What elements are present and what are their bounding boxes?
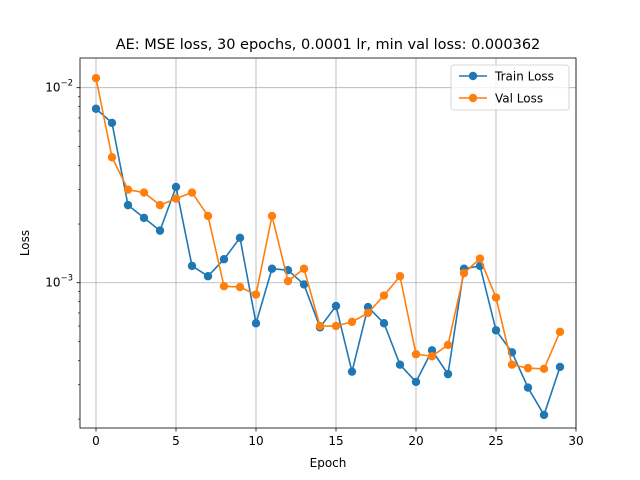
val-loss-point xyxy=(539,364,549,374)
x-tick-label: 25 xyxy=(488,434,503,448)
train-loss-point xyxy=(363,302,373,312)
val-loss-point xyxy=(155,200,165,210)
train-loss-point xyxy=(299,280,309,289)
y-tick-label: 10−3 xyxy=(45,274,73,290)
val-loss-point xyxy=(363,308,373,318)
val-loss-point xyxy=(459,268,469,278)
x-tick-label: 0 xyxy=(92,434,100,448)
val-loss-point xyxy=(91,73,101,83)
val-loss-point xyxy=(491,293,501,302)
train-loss-point xyxy=(491,326,501,335)
val-loss-point xyxy=(347,317,357,327)
val-loss-point xyxy=(139,188,149,197)
val-loss-point xyxy=(379,291,389,300)
train-loss-point xyxy=(139,213,149,223)
train-loss-point xyxy=(203,272,213,281)
train-loss-point xyxy=(555,362,565,372)
train-loss-point xyxy=(539,410,549,420)
train-loss-point xyxy=(219,255,229,264)
val-loss-point xyxy=(331,321,341,331)
plot-frame xyxy=(79,57,577,429)
train-loss-point xyxy=(379,319,389,328)
train-loss-point xyxy=(523,383,533,392)
val-loss-point xyxy=(203,211,213,221)
y-axis-ticks: 10−3 10−2 xyxy=(45,79,80,420)
x-axis-label: Epoch xyxy=(310,456,347,470)
val-loss-point xyxy=(395,272,405,281)
x-tick-label: 30 xyxy=(568,434,583,448)
val-loss-point xyxy=(187,188,197,197)
val-loss-line xyxy=(95,77,561,370)
legend-val-loss-marker xyxy=(468,93,478,103)
val-loss-point xyxy=(475,254,485,263)
train-loss-point xyxy=(443,369,453,379)
train-loss-point xyxy=(331,301,341,311)
series-layer xyxy=(91,73,565,420)
train-loss-point xyxy=(251,319,261,328)
x-tick-label: 20 xyxy=(408,434,423,448)
x-tick-label: 10 xyxy=(248,434,263,448)
val-loss-point xyxy=(315,321,325,331)
val-loss-point xyxy=(123,185,133,194)
y-tick-label: 10−2 xyxy=(45,79,73,95)
train-loss-line xyxy=(95,108,561,416)
val-loss-point xyxy=(171,194,181,203)
val-loss-point xyxy=(507,360,517,369)
grid xyxy=(80,58,577,428)
val-loss-point xyxy=(299,264,309,273)
train-loss-point xyxy=(267,264,277,273)
chart-title: AE: MSE loss, 30 epochs, 0.0001 lr, min … xyxy=(116,37,541,53)
train-loss-point xyxy=(411,377,421,387)
legend-train-loss-marker xyxy=(468,71,478,81)
train-loss-point xyxy=(91,104,101,113)
legend-val-loss-label: Val Loss xyxy=(495,92,543,106)
legend: Train Loss Val Loss xyxy=(450,64,570,111)
train-loss-point xyxy=(155,226,165,235)
val-loss-point xyxy=(107,153,117,162)
val-loss-point xyxy=(283,276,293,286)
legend-train-loss-label: Train Loss xyxy=(494,70,554,84)
val-loss-point xyxy=(411,350,421,359)
train-loss-point xyxy=(171,182,181,192)
val-loss-point xyxy=(427,352,437,361)
train-loss-point xyxy=(347,367,357,376)
val-loss-point xyxy=(251,290,261,299)
x-tick-label: 15 xyxy=(328,434,343,448)
y-axis-label: Loss xyxy=(18,230,32,256)
val-loss-point xyxy=(267,211,277,221)
train-loss-point xyxy=(427,346,437,355)
train-loss-point xyxy=(123,200,133,210)
val-loss-point xyxy=(219,282,229,291)
train-loss-point xyxy=(107,118,117,128)
x-tick-label: 5 xyxy=(172,434,180,448)
val-loss-point xyxy=(235,282,245,292)
train-loss-point xyxy=(235,233,245,242)
train-loss-point xyxy=(187,261,197,271)
val-loss-point xyxy=(555,327,565,337)
train-loss-point xyxy=(395,360,405,369)
x-axis-ticks: 0 5 10 15 20 25 30 xyxy=(92,428,584,448)
val-loss-point xyxy=(523,363,533,373)
val-loss-point xyxy=(443,340,453,350)
